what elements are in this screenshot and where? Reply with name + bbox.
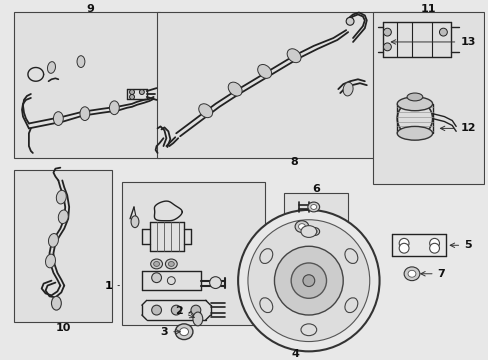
Ellipse shape (228, 82, 242, 96)
Circle shape (429, 243, 439, 253)
Circle shape (129, 94, 134, 99)
Ellipse shape (80, 107, 90, 121)
Ellipse shape (344, 249, 357, 264)
Circle shape (439, 28, 447, 36)
Ellipse shape (346, 17, 353, 25)
Bar (372, 13, 483, 184)
Bar (122, 183, 264, 325)
Ellipse shape (179, 328, 188, 336)
Ellipse shape (403, 267, 419, 281)
Circle shape (129, 90, 134, 94)
Circle shape (139, 90, 144, 94)
Circle shape (290, 263, 326, 298)
Ellipse shape (396, 126, 432, 140)
Text: 11: 11 (420, 4, 435, 14)
Text: 5: 5 (449, 240, 471, 250)
Ellipse shape (51, 296, 61, 310)
Ellipse shape (58, 210, 68, 224)
Ellipse shape (259, 249, 272, 264)
Ellipse shape (286, 49, 301, 63)
Ellipse shape (131, 216, 139, 228)
Ellipse shape (344, 298, 357, 312)
Circle shape (429, 238, 439, 248)
Circle shape (383, 28, 390, 36)
Ellipse shape (47, 62, 55, 73)
Text: 12: 12 (440, 123, 475, 134)
Ellipse shape (53, 112, 63, 125)
Text: 10: 10 (56, 323, 71, 333)
Ellipse shape (56, 190, 66, 204)
Ellipse shape (310, 204, 316, 210)
Ellipse shape (312, 230, 317, 234)
Bar (156, 13, 431, 158)
Ellipse shape (193, 312, 203, 326)
Ellipse shape (294, 221, 308, 233)
Text: 2: 2 (175, 306, 194, 318)
Circle shape (274, 246, 343, 315)
Ellipse shape (153, 261, 159, 266)
Ellipse shape (309, 228, 319, 235)
Circle shape (167, 277, 175, 284)
Ellipse shape (301, 226, 316, 237)
Circle shape (396, 101, 432, 136)
Ellipse shape (407, 270, 415, 277)
Ellipse shape (396, 97, 432, 111)
Ellipse shape (109, 101, 119, 114)
Ellipse shape (45, 254, 55, 268)
Ellipse shape (48, 234, 58, 247)
Text: 4: 4 (290, 349, 299, 359)
Text: 1: 1 (104, 280, 119, 291)
Ellipse shape (343, 82, 352, 96)
Bar (14, 170, 112, 322)
Circle shape (171, 305, 181, 315)
Circle shape (383, 43, 390, 51)
Ellipse shape (298, 224, 305, 230)
Ellipse shape (301, 324, 316, 336)
Circle shape (151, 305, 161, 315)
Ellipse shape (175, 324, 193, 339)
Text: 13: 13 (390, 37, 475, 47)
Text: 8: 8 (290, 157, 297, 167)
Circle shape (398, 238, 408, 248)
Text: 9: 9 (87, 4, 95, 14)
Circle shape (238, 210, 379, 351)
Ellipse shape (165, 259, 177, 269)
Ellipse shape (406, 93, 422, 101)
Bar (14, 13, 159, 158)
Circle shape (247, 220, 369, 342)
Ellipse shape (198, 104, 212, 118)
Ellipse shape (168, 261, 174, 266)
Text: 6: 6 (311, 184, 319, 194)
Ellipse shape (307, 202, 319, 212)
Circle shape (398, 243, 408, 253)
Text: 3: 3 (160, 327, 180, 337)
Circle shape (191, 305, 201, 315)
Text: 7: 7 (420, 269, 445, 279)
Ellipse shape (257, 64, 271, 78)
Circle shape (151, 273, 161, 283)
Ellipse shape (77, 56, 85, 67)
Ellipse shape (259, 298, 272, 312)
Circle shape (303, 275, 314, 287)
Bar (284, 193, 347, 264)
Ellipse shape (150, 259, 162, 269)
Ellipse shape (209, 277, 221, 288)
